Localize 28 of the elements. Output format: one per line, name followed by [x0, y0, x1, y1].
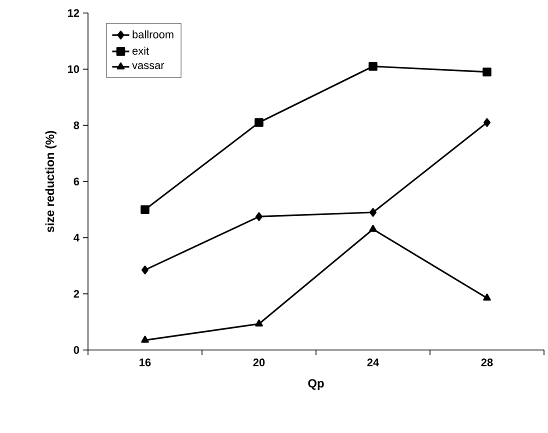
- point: [484, 118, 490, 127]
- point: [370, 208, 376, 217]
- point: [368, 62, 378, 71]
- legend-label: ballroom: [132, 30, 174, 38]
- x-tick-label: 28: [481, 358, 493, 366]
- y-tick-label: 10: [68, 65, 80, 74]
- point: [369, 224, 377, 232]
- y-tick-label: 0: [74, 346, 80, 354]
- x-tick-label: 16: [140, 358, 151, 366]
- y-tick-label: 2: [74, 290, 80, 298]
- y-axis-title: size reduction (%): [45, 130, 56, 232]
- point: [141, 336, 149, 343]
- y-tick-label: 6: [74, 178, 80, 186]
- x-tick-label: 20: [253, 358, 265, 366]
- x-tick-label: 24: [367, 358, 380, 366]
- legend-label: exit: [132, 46, 150, 55]
- point: [483, 294, 491, 301]
- y-tick-label: 12: [68, 9, 80, 17]
- x-axis-title: Qp: [308, 379, 324, 390]
- point: [255, 319, 263, 326]
- point: [140, 205, 150, 214]
- point: [142, 266, 148, 274]
- y-tick-label: 8: [74, 121, 80, 130]
- point: [256, 212, 262, 221]
- y-tick-label: 4: [74, 234, 80, 242]
- point: [254, 118, 264, 127]
- point: [482, 68, 492, 76]
- legend-label: vassar: [132, 63, 164, 70]
